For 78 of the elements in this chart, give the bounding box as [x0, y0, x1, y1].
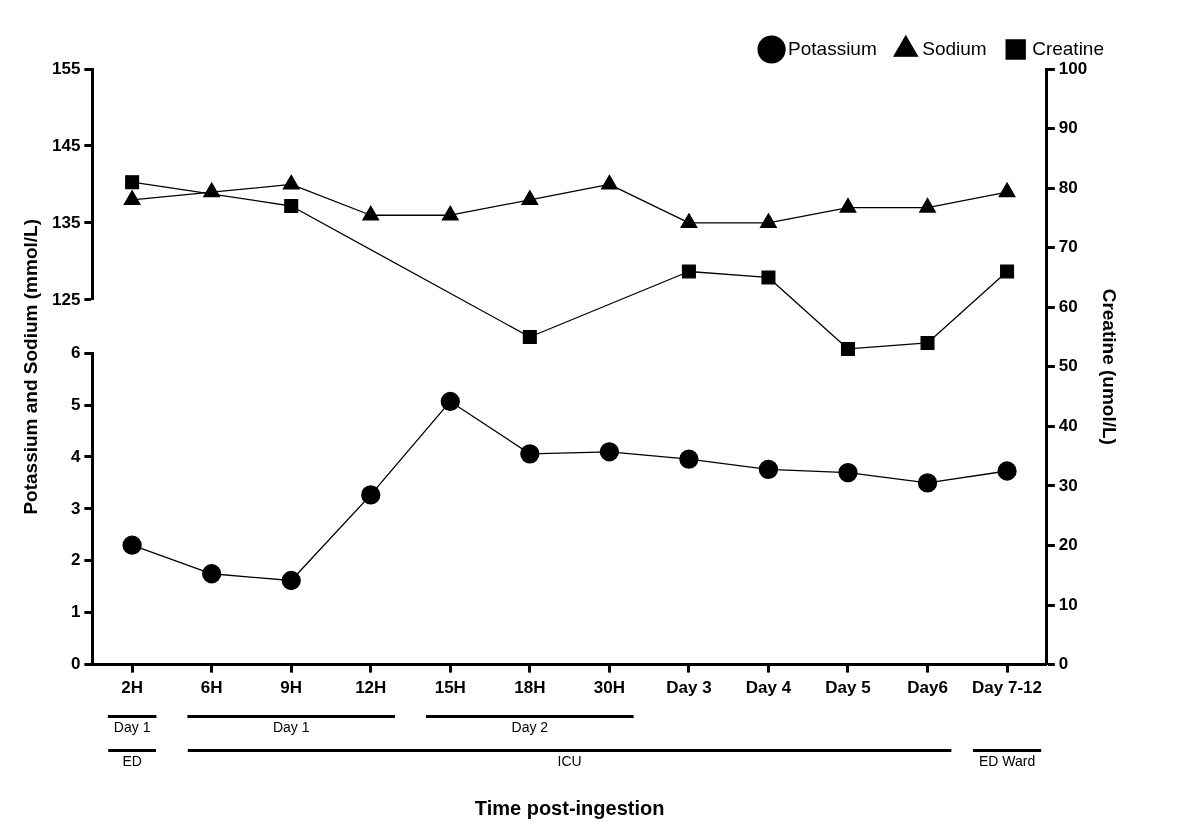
y2-tick-label: 4	[70, 446, 81, 466]
point	[440, 391, 460, 412]
x-tick-label: 2H	[121, 678, 143, 698]
x-tick-label: Day6	[907, 678, 948, 698]
x-tick-label: Day 5	[825, 678, 871, 698]
text: ED	[122, 753, 142, 770]
point	[282, 174, 300, 190]
x-tick-label: Day 7-12	[972, 678, 1043, 698]
x-tick-label: Day 3	[666, 678, 712, 698]
y-tick-label: 20	[1058, 535, 1078, 555]
x-tick-label: 9H	[280, 678, 303, 698]
point	[284, 198, 299, 213]
x-tick-label: 12H	[355, 678, 387, 698]
point	[362, 205, 380, 221]
point	[123, 190, 141, 205]
point	[998, 182, 1016, 198]
y3-tick-label: 135	[51, 212, 81, 232]
y-tick-label: 40	[1058, 416, 1078, 436]
point	[522, 330, 537, 345]
y-tick-label: 80	[1058, 177, 1078, 197]
y2-tick-label: 5	[70, 394, 81, 414]
legend-label: Potassium	[788, 37, 877, 59]
y2-tick-label: 6	[70, 342, 81, 362]
point	[679, 449, 699, 469]
point	[520, 444, 540, 464]
point	[1000, 264, 1015, 279]
y-tick-label: 60	[1058, 296, 1078, 316]
point	[838, 462, 858, 483]
y2-axis-title: Potassium and Sodium (mmol/L)	[20, 219, 42, 515]
y-tick-label: 0	[1058, 654, 1069, 674]
point	[203, 182, 221, 198]
x-tick-label: 30H	[593, 678, 625, 698]
point	[839, 197, 857, 213]
point	[599, 442, 620, 462]
y3-tick-label: 145	[51, 135, 81, 155]
x-tick-label: 15H	[434, 678, 466, 698]
point	[919, 197, 936, 213]
point	[997, 461, 1017, 481]
y2-tick-label: 0	[70, 654, 81, 674]
legend-label: Creatine	[1032, 37, 1105, 59]
text: Day 2	[511, 719, 549, 736]
point	[680, 213, 698, 229]
point	[521, 190, 539, 205]
y-tick-label: 10	[1058, 594, 1078, 614]
point	[758, 459, 779, 480]
text: ED Ward	[978, 753, 1036, 770]
y2-tick-label: 1	[70, 602, 81, 622]
point	[281, 570, 301, 591]
point	[840, 341, 855, 356]
point	[125, 175, 140, 190]
y-tick-label: 30	[1058, 475, 1078, 495]
x-tick-label: 6H	[200, 678, 223, 698]
point	[122, 535, 142, 555]
legend-label: Sodium	[922, 37, 987, 59]
text: ICU	[557, 753, 582, 770]
y-axis-title: Creatine (umol/L)	[1099, 288, 1121, 445]
point	[917, 473, 938, 493]
point	[361, 485, 381, 505]
y2-tick-label: 3	[70, 498, 81, 518]
point	[202, 564, 222, 584]
x-axis-title: Time post-ingestion	[474, 796, 665, 819]
x-tick-label: Day 4	[745, 678, 792, 698]
text: Day 1	[272, 719, 310, 736]
point	[681, 264, 696, 279]
y-tick-label: 90	[1058, 118, 1078, 138]
point	[441, 205, 459, 221]
y-tick-label: 70	[1058, 237, 1078, 257]
y-tick-label: 50	[1058, 356, 1078, 376]
point	[760, 213, 777, 229]
point	[761, 270, 776, 285]
y3-tick-label: 155	[51, 58, 81, 78]
y-tick-label: 100	[1058, 58, 1088, 78]
point	[600, 174, 618, 190]
y3-tick-label: 125	[51, 289, 81, 309]
x-tick-label: 18H	[514, 678, 546, 698]
text: Day 1	[113, 719, 151, 736]
y2-tick-label: 2	[70, 550, 81, 570]
point	[920, 335, 935, 350]
